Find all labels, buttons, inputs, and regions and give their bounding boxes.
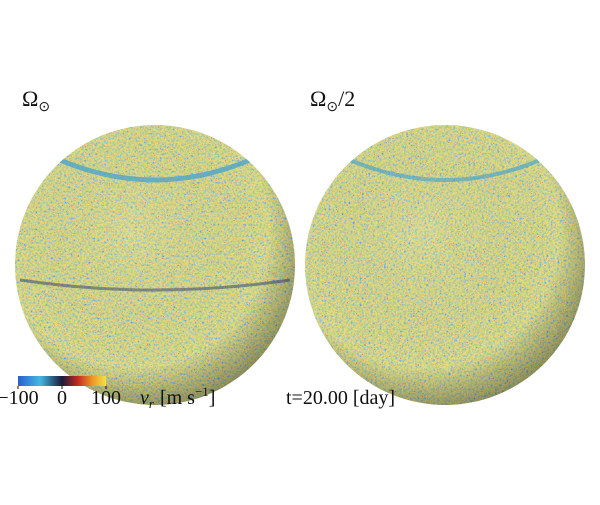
sphere	[15, 125, 295, 405]
colorbar-ticks: −100 0 100	[0, 386, 121, 409]
colorbar	[18, 376, 106, 386]
colorbar-subscript: r	[149, 396, 155, 411]
panel-title: Ω	[22, 86, 38, 111]
panel-title-subscript: ⊙	[326, 100, 338, 115]
colorbar-close: ]	[209, 387, 216, 409]
colorbar-exponent: −1	[195, 384, 209, 399]
time-label: t=20.00 [day]	[286, 387, 395, 409]
panel-title-suffix: /2	[338, 86, 355, 111]
panel-title-subscript: ⊙	[38, 100, 50, 115]
panel-title: Ω⊙/2	[310, 86, 355, 115]
colorbar-tick-label: 0	[57, 387, 67, 409]
panel-title: Ω	[310, 86, 326, 111]
panel-title: Ω⊙	[22, 86, 50, 115]
colorbar-tick-label: −100	[0, 387, 39, 409]
colorbar-symbol: v	[140, 387, 149, 409]
colorbar-unit: [m s	[160, 387, 195, 409]
colorbar-label: vr [m s−1]	[140, 384, 215, 411]
colorbar-tick-label: 100	[91, 387, 121, 409]
sphere	[305, 125, 585, 405]
